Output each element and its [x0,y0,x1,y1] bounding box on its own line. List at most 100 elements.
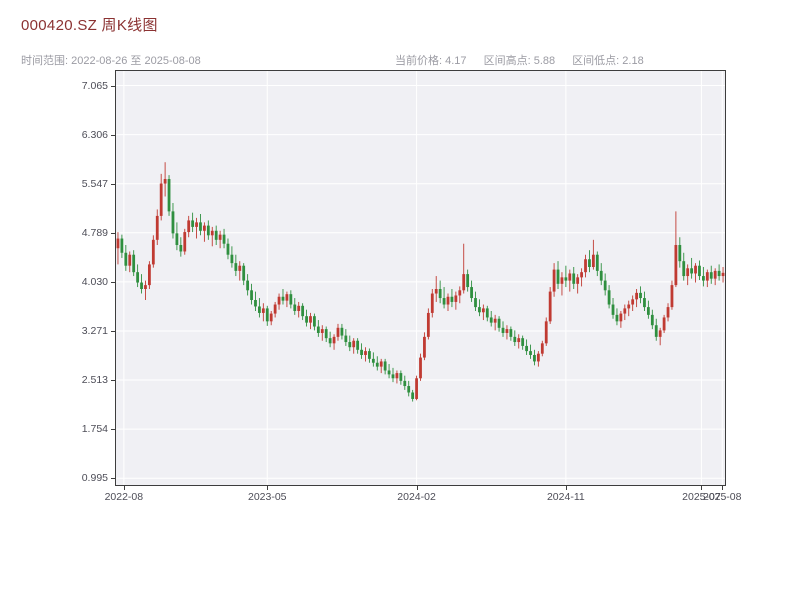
candle [356,340,360,350]
candle [132,254,136,273]
candle [690,268,694,274]
candle [662,317,666,331]
candle [450,296,454,302]
candle [462,274,466,291]
candle [218,234,222,240]
candle [607,290,611,305]
candle [478,307,481,313]
candle [548,291,552,322]
candle [493,318,497,323]
candle [454,295,458,302]
candle [643,298,646,308]
candle [701,276,705,281]
x-axis-tick-label: 2024-02 [397,491,436,503]
candle [332,336,336,344]
candle [717,270,721,277]
candle [434,288,438,294]
plot-area [115,70,726,486]
candle [210,230,214,236]
candle [666,307,670,318]
candle [258,306,261,313]
current-price-stat: 当前价格: 4.17 [395,55,467,67]
candle [395,373,399,379]
x-axis-tick-label: 2025-08 [702,491,742,503]
candle [709,272,713,279]
candle [277,296,281,305]
y-axis-tick-mark [111,429,115,431]
candle [568,273,572,281]
candle [336,327,340,337]
candle [120,238,124,253]
candle [171,211,175,234]
y-axis-tick-mark [111,478,115,480]
candle [430,293,434,313]
x-axis-tick-mark [701,486,703,490]
x-axis-tick-label: 2022-08 [104,491,144,503]
candle [167,179,171,212]
y-axis-tick-label: 7.065 [81,79,108,92]
candle [399,373,403,381]
candle [458,290,462,296]
candle [206,225,210,236]
candle [466,274,470,288]
candle [576,277,580,284]
y-axis-tick-label: 5.547 [81,177,108,190]
candle [305,316,308,323]
x-axis-tick-label: 2024-11 [546,491,585,503]
page-title: 000420.SZ 周K线图 [21,17,158,34]
y-axis-tick-mark [111,232,115,234]
candle [627,304,631,309]
candle [536,353,540,362]
candle [140,282,143,289]
y-axis-tick-label: 3.271 [81,324,108,337]
candle [595,254,599,271]
candle [175,233,179,246]
candle [623,308,627,314]
candle [603,280,607,291]
candle [281,296,285,301]
candle [580,272,583,278]
candle [151,239,155,265]
candle [446,296,450,305]
candle [387,370,391,375]
candle [391,374,395,379]
candle [289,294,293,305]
candle [670,285,674,308]
candle [214,230,218,240]
candle [199,222,202,231]
candle [352,340,356,348]
candle [509,329,513,337]
candle [407,386,411,393]
candle [619,313,623,322]
candle [328,338,332,344]
candle [658,330,662,337]
candle [375,362,379,367]
y-axis-tick-label: 4.030 [81,275,108,288]
candle [611,304,615,315]
candle [293,304,297,311]
candle [540,343,544,354]
candle [533,354,536,362]
candle [485,308,489,318]
range-high-stat: 区间高点: 5.88 [483,55,556,67]
candlestick-chart [116,71,725,485]
candle [517,338,521,343]
candle [309,316,312,323]
y-axis-tick-mark [111,330,115,332]
candle [682,261,686,277]
candle [234,263,238,271]
candle [521,338,525,346]
y-axis-tick-mark [111,134,115,136]
y-axis-tick-mark [111,380,115,381]
candle [179,245,183,252]
candle [556,269,560,284]
candle [261,308,265,313]
candle [415,378,418,399]
candle [426,312,430,337]
candle [226,243,230,255]
candle [423,336,426,358]
candle [222,234,226,244]
y-axis-tick-label: 0.995 [81,472,108,485]
candle [497,318,501,328]
